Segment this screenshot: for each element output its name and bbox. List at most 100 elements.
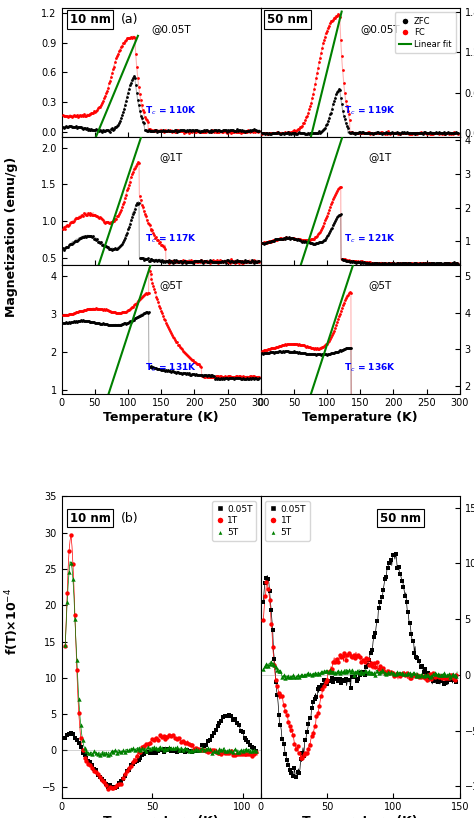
Point	[198, 124, 205, 137]
Point	[329, 347, 337, 360]
Point	[132, 312, 139, 325]
Point	[211, 124, 219, 137]
Point	[395, 258, 402, 271]
Point	[192, 124, 200, 137]
Point	[162, 314, 169, 327]
Point	[292, 128, 300, 141]
Point	[317, 341, 325, 354]
Point	[365, 664, 373, 677]
Point	[126, 175, 134, 188]
Point	[400, 667, 407, 681]
Point	[162, 255, 169, 268]
Point	[68, 308, 75, 321]
Point	[243, 124, 251, 137]
Point	[69, 315, 77, 328]
Point	[178, 256, 186, 269]
Point	[398, 406, 406, 419]
Point	[328, 196, 336, 209]
Point	[453, 669, 460, 682]
Point	[283, 708, 291, 721]
Point	[354, 127, 361, 140]
Point	[101, 89, 109, 102]
Point	[91, 317, 99, 330]
Text: T$_c$ = 136K: T$_c$ = 136K	[344, 362, 396, 374]
Point	[202, 742, 210, 755]
Point	[333, 10, 341, 23]
Point	[440, 128, 448, 141]
Point	[73, 121, 81, 134]
Point	[105, 305, 113, 318]
Point	[74, 211, 82, 224]
Point	[207, 369, 214, 382]
Point	[280, 345, 287, 358]
Point	[305, 743, 312, 756]
Point	[270, 127, 278, 140]
Point	[137, 251, 145, 264]
Point	[180, 126, 188, 139]
Point	[213, 125, 220, 138]
Point	[230, 126, 238, 139]
Point	[310, 348, 317, 361]
Point	[330, 11, 337, 25]
Point	[95, 302, 102, 315]
Point	[452, 127, 460, 140]
Point	[205, 256, 212, 269]
Point	[356, 650, 364, 663]
Point	[331, 11, 338, 24]
Point	[217, 254, 224, 267]
Point	[320, 348, 328, 361]
Point	[344, 254, 351, 267]
Point	[235, 718, 243, 731]
Point	[369, 128, 377, 141]
Point	[305, 667, 312, 680]
Point	[65, 316, 73, 329]
Point	[375, 601, 383, 614]
Point	[299, 752, 306, 765]
Point	[328, 15, 336, 28]
Point	[358, 127, 366, 140]
Point	[390, 127, 398, 140]
Point	[273, 232, 281, 245]
Point	[328, 663, 336, 676]
Point	[314, 127, 322, 140]
Point	[420, 258, 428, 271]
Point	[91, 233, 99, 246]
Point	[180, 345, 188, 358]
Point	[132, 199, 139, 212]
Point	[449, 127, 456, 140]
Point	[121, 305, 129, 318]
Point	[219, 710, 227, 723]
Point	[90, 230, 97, 243]
Point	[198, 254, 205, 267]
Point	[319, 678, 326, 691]
Point	[339, 673, 346, 686]
Point	[355, 397, 362, 410]
Point	[258, 236, 266, 249]
Point	[301, 235, 308, 248]
Point	[130, 163, 137, 176]
Point	[67, 316, 74, 329]
Point	[387, 258, 395, 271]
Point	[245, 124, 253, 137]
Point	[117, 306, 125, 319]
Point	[189, 256, 197, 269]
Point	[271, 234, 279, 247]
Point	[66, 217, 73, 230]
Point	[199, 126, 207, 139]
Point	[235, 256, 243, 269]
Point	[171, 333, 179, 346]
Point	[390, 258, 398, 271]
Point	[214, 125, 221, 138]
Point	[355, 398, 362, 411]
Point	[404, 256, 411, 269]
Point	[113, 746, 121, 759]
Point	[92, 123, 100, 136]
Point	[404, 667, 412, 680]
Point	[301, 339, 308, 352]
Point	[441, 257, 449, 270]
Point	[75, 314, 82, 327]
Point	[433, 256, 441, 269]
Point	[88, 207, 95, 220]
Point	[122, 305, 130, 318]
Point	[152, 231, 159, 244]
